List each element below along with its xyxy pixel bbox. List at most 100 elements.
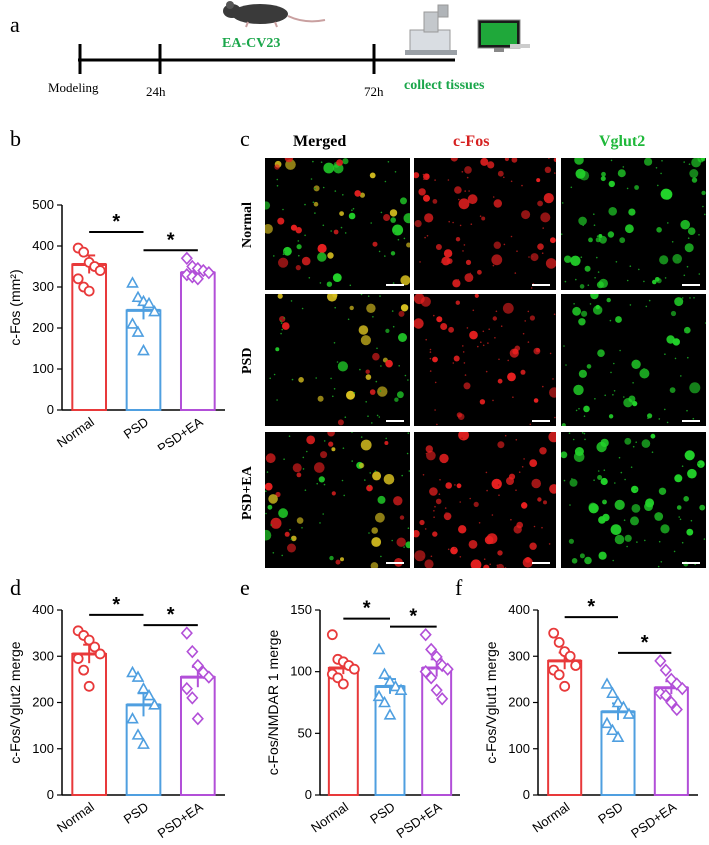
data-point bbox=[148, 698, 161, 710]
y-tick-label: 0 bbox=[47, 402, 54, 417]
data-point bbox=[425, 671, 438, 685]
y-tick-label: 300 bbox=[508, 648, 530, 663]
data-point bbox=[606, 723, 619, 736]
chart-b: 0 100 200 300 400 500 c-Fos (mm²) Normal PSD PSD+… bbox=[7, 197, 225, 450]
data-point bbox=[441, 662, 454, 676]
timeline-end-label: collect tissues bbox=[404, 78, 485, 93]
data-point bbox=[564, 650, 576, 662]
data-point bbox=[180, 626, 193, 640]
x-tick-label: PSD+EA bbox=[393, 799, 444, 841]
data-point bbox=[600, 677, 614, 689]
micro-col-merged: Merged bbox=[293, 133, 347, 150]
data-point bbox=[180, 681, 193, 696]
x-tick-label: Normal bbox=[529, 799, 572, 835]
x-tick-label: PSD+EA bbox=[155, 414, 206, 450]
data-point bbox=[622, 707, 636, 719]
data-point bbox=[389, 679, 402, 692]
data-point bbox=[72, 653, 84, 664]
scale-bar bbox=[386, 562, 404, 564]
panel-letter-f: f bbox=[455, 575, 463, 600]
data-point bbox=[383, 708, 397, 720]
panel-letter-e: e bbox=[240, 575, 250, 600]
data-point bbox=[611, 695, 625, 708]
y-tick-label: 0 bbox=[523, 787, 530, 802]
scale-bar bbox=[682, 284, 700, 286]
significance-star: * bbox=[112, 594, 120, 616]
data-point bbox=[94, 265, 106, 276]
significance-star: * bbox=[409, 606, 417, 628]
data-point bbox=[126, 317, 139, 329]
y-tick-label: 400 bbox=[32, 602, 54, 617]
data-point bbox=[419, 664, 432, 679]
significance-star: * bbox=[363, 598, 371, 620]
micro-row-normal: Normal bbox=[240, 202, 255, 248]
scale-bar bbox=[386, 420, 404, 422]
data-point bbox=[131, 325, 145, 337]
panel-letter-c: c bbox=[240, 126, 250, 151]
y-tick-label: 50 bbox=[298, 725, 312, 740]
x-tick-label: PSD bbox=[121, 799, 152, 827]
y-axis-label: c-Fos (mm²) bbox=[7, 269, 23, 345]
timeline-treatment-label: EA-CV23 bbox=[222, 36, 281, 51]
data-point bbox=[126, 712, 139, 724]
data-point bbox=[419, 627, 432, 642]
y-tick-label: 200 bbox=[32, 320, 54, 335]
data-point bbox=[378, 695, 391, 708]
data-point bbox=[436, 658, 449, 673]
data-point bbox=[611, 730, 625, 742]
data-point bbox=[78, 246, 90, 258]
data-point bbox=[126, 665, 139, 678]
panel-letter-d: d bbox=[10, 575, 21, 600]
data-point bbox=[186, 691, 199, 705]
data-point bbox=[148, 304, 161, 317]
data-point bbox=[131, 728, 145, 740]
bar-normal bbox=[71, 652, 108, 796]
data-point bbox=[326, 629, 338, 641]
data-point bbox=[372, 689, 386, 702]
y-tick-label: 400 bbox=[32, 238, 54, 253]
y-tick-label: 300 bbox=[32, 648, 54, 663]
data-point bbox=[436, 692, 449, 706]
data-point bbox=[131, 290, 145, 303]
data-point bbox=[142, 688, 156, 701]
significance-star: * bbox=[641, 632, 649, 654]
y-tick-label: 100 bbox=[32, 361, 54, 376]
x-tick-label: Normal bbox=[308, 799, 351, 835]
micro-row-psd-ea: PSD+EA bbox=[240, 466, 255, 520]
significance-star: * bbox=[587, 596, 595, 618]
data-point bbox=[348, 663, 360, 675]
y-tick-label: 100 bbox=[32, 741, 54, 756]
x-tick-label: PSD bbox=[121, 414, 152, 442]
micrograph-normal-merged bbox=[265, 158, 410, 290]
data-point bbox=[378, 667, 391, 679]
timeline-point-24h: 24h bbox=[146, 84, 166, 99]
data-point bbox=[202, 670, 215, 684]
data-point bbox=[600, 716, 614, 729]
data-point bbox=[137, 737, 150, 749]
data-point bbox=[191, 272, 204, 286]
panel-letter-b: b bbox=[10, 126, 21, 151]
bar-psd-ea bbox=[179, 676, 216, 796]
x-tick-label: PSD+EA bbox=[155, 799, 206, 841]
data-point bbox=[202, 265, 215, 280]
y-tick-label: 0 bbox=[305, 787, 312, 802]
scale-bar bbox=[532, 420, 550, 422]
data-point bbox=[72, 273, 84, 285]
chart-f: 0 100 200 300 400 c-Fos/Vglut1 merge Normal PSD… bbox=[483, 596, 698, 841]
y-axis-label: c-Fos/NMDAR 1 merge bbox=[265, 630, 281, 776]
micrograph-psd-cfos bbox=[414, 294, 556, 426]
data-point bbox=[394, 683, 408, 695]
timeline-axis bbox=[78, 1, 530, 74]
micrograph-psd-merged bbox=[265, 294, 410, 426]
data-point bbox=[654, 654, 667, 668]
data-point bbox=[548, 627, 560, 639]
data-point bbox=[126, 276, 139, 288]
chart-d: 0 100 200 300 400 c-Fos/Vglut2 merge Normal PSD… bbox=[7, 594, 225, 841]
data-point bbox=[186, 644, 199, 659]
scale-bar bbox=[682, 420, 700, 422]
y-tick-label: 100 bbox=[290, 664, 312, 679]
data-point bbox=[430, 683, 443, 697]
data-point bbox=[559, 680, 571, 692]
data-point bbox=[676, 681, 689, 696]
x-tick-label: PSD bbox=[595, 799, 626, 827]
